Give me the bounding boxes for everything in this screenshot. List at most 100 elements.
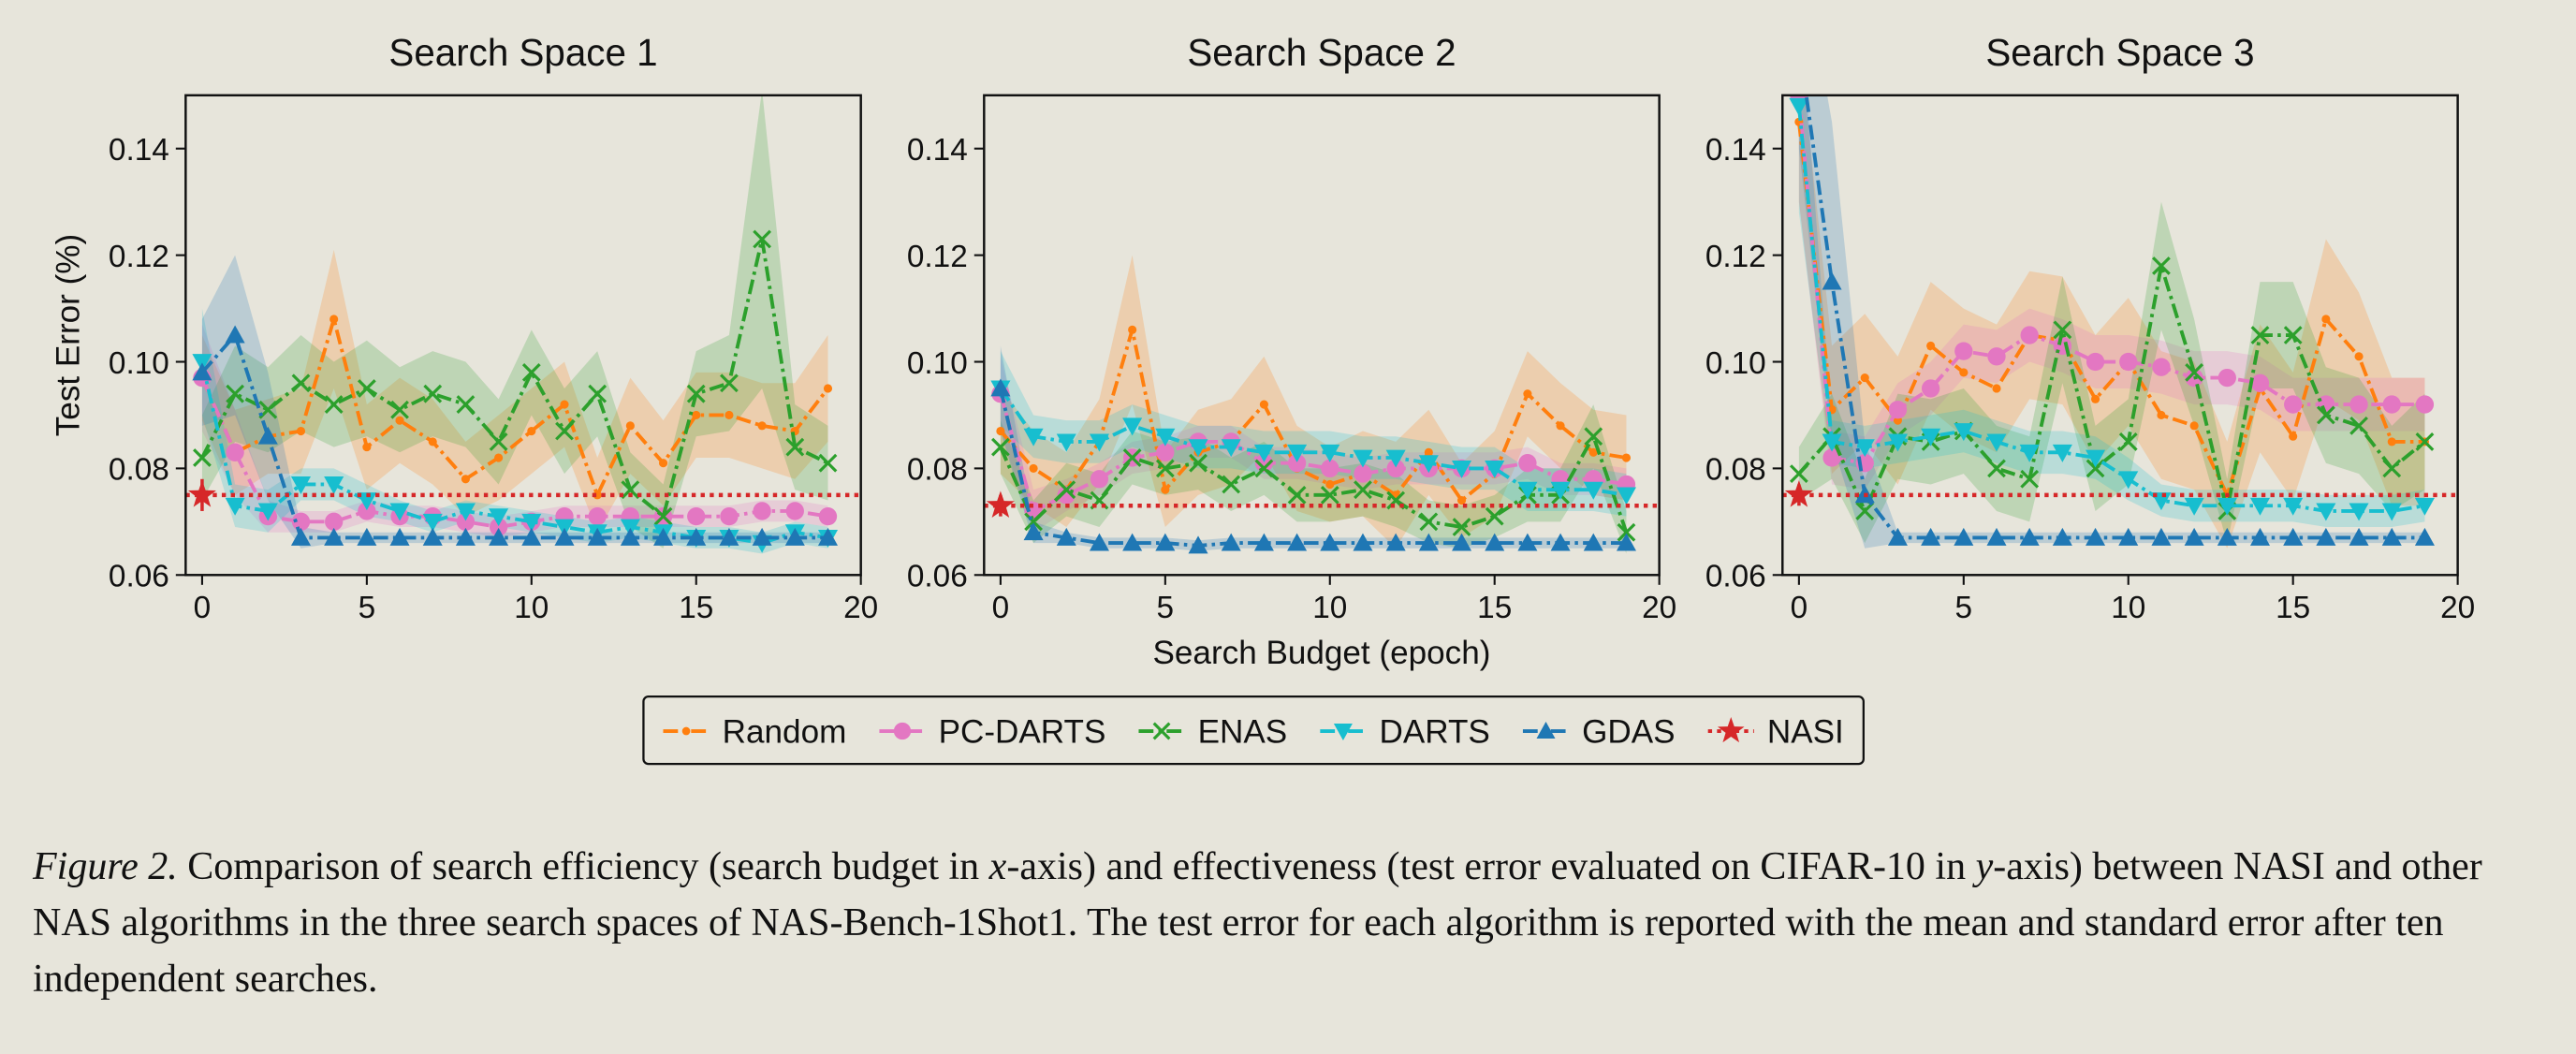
axes-frame xyxy=(983,94,1661,577)
marker xyxy=(2414,527,2435,546)
marker xyxy=(2381,527,2402,546)
marker xyxy=(2086,459,2105,478)
series-line xyxy=(200,376,828,529)
y-tick-label: 0.12 xyxy=(907,240,968,274)
x-tick-label: 0 xyxy=(1791,591,1808,625)
marker xyxy=(2118,471,2139,490)
y-tick-label: 0.08 xyxy=(109,453,169,488)
marker xyxy=(1418,533,1439,551)
marker xyxy=(2283,326,2303,344)
marker xyxy=(1452,518,1471,536)
marker xyxy=(2020,469,2040,489)
marker xyxy=(2217,527,2237,546)
marker xyxy=(193,448,212,467)
marker xyxy=(1320,533,1340,551)
marker xyxy=(1089,533,1109,551)
marker xyxy=(1855,502,1875,520)
marker xyxy=(1287,485,1307,505)
marker xyxy=(521,513,542,532)
marker xyxy=(1122,448,1142,467)
y-tick-label: 0.10 xyxy=(109,346,169,381)
marker xyxy=(1822,448,1841,467)
error-band xyxy=(201,95,828,549)
marker xyxy=(784,527,805,546)
panel-title: Search Space 1 xyxy=(388,31,657,74)
marker xyxy=(1523,389,1532,399)
x-tick-label: 10 xyxy=(514,591,549,625)
panel-title: Search Space 3 xyxy=(1985,31,2254,74)
marker xyxy=(1986,527,2007,546)
marker xyxy=(1717,717,1745,743)
marker xyxy=(2019,527,2040,546)
marker xyxy=(1456,495,1467,505)
marker xyxy=(587,527,607,546)
marker xyxy=(324,476,344,495)
x-tick-label: 20 xyxy=(843,591,878,625)
marker xyxy=(395,416,404,425)
marker xyxy=(1152,722,1171,740)
y-tick-label: 0.14 xyxy=(109,133,169,168)
marker xyxy=(2349,416,2368,435)
marker xyxy=(2316,527,2336,546)
marker xyxy=(1616,487,1636,505)
marker xyxy=(1954,342,1973,360)
marker xyxy=(1221,533,1241,551)
marker xyxy=(686,527,707,546)
marker xyxy=(1188,535,1208,554)
marker xyxy=(1189,453,1208,473)
y-tick-label: 0.06 xyxy=(907,560,968,594)
x-tick-label: 15 xyxy=(1477,591,1512,625)
marker xyxy=(752,527,772,546)
figure: Search Space 1 0.06 0.08 0.10 0.12 0.14 0 5 10 15… xyxy=(50,31,2475,766)
marker xyxy=(521,363,541,382)
marker xyxy=(290,527,312,546)
marker xyxy=(1122,417,1143,436)
marker xyxy=(686,384,706,403)
marker xyxy=(1155,459,1175,478)
marker xyxy=(2119,352,2138,372)
marker xyxy=(422,527,443,546)
plot-area xyxy=(990,255,1636,554)
panel: Search Space 3 0.06 0.08 0.10 0.12 0.14 0 5 10 15… xyxy=(1705,31,2475,625)
marker xyxy=(1155,533,1176,551)
x-tick-label: 20 xyxy=(1642,591,1676,625)
legend-label: DARTS xyxy=(1380,713,1490,750)
legend-label: PC-DARTS xyxy=(939,713,1106,750)
y-tick-label: 0.10 xyxy=(907,346,968,381)
marker xyxy=(1259,400,1268,409)
marker xyxy=(1536,722,1556,739)
marker xyxy=(990,378,1011,397)
marker xyxy=(1386,459,1405,478)
y-tick-label: 0.08 xyxy=(1705,453,1766,488)
marker xyxy=(1887,433,1908,452)
x-tick-label: 20 xyxy=(2440,591,2475,625)
marker xyxy=(2283,497,2304,516)
marker xyxy=(527,426,536,436)
marker xyxy=(456,395,476,414)
marker xyxy=(455,503,476,521)
marker xyxy=(2185,363,2204,382)
marker xyxy=(2086,449,2106,468)
marker xyxy=(226,443,244,461)
marker xyxy=(291,373,311,393)
marker xyxy=(1128,325,1137,334)
marker xyxy=(1888,401,1908,419)
marker xyxy=(2382,459,2402,478)
marker xyxy=(362,443,372,452)
marker xyxy=(1451,460,1472,478)
marker xyxy=(2382,395,2401,414)
marker xyxy=(422,513,443,532)
series-line xyxy=(200,361,828,546)
marker xyxy=(1029,463,1038,473)
marker xyxy=(1822,271,1842,290)
marker xyxy=(1325,479,1335,490)
marker xyxy=(225,497,245,516)
marker xyxy=(1418,455,1439,474)
marker xyxy=(1056,527,1076,546)
marker xyxy=(588,384,607,403)
x-tick-label: 5 xyxy=(359,591,376,625)
y-tick-label: 0.14 xyxy=(1705,133,1766,168)
marker xyxy=(1588,447,1598,457)
marker xyxy=(2387,437,2396,446)
